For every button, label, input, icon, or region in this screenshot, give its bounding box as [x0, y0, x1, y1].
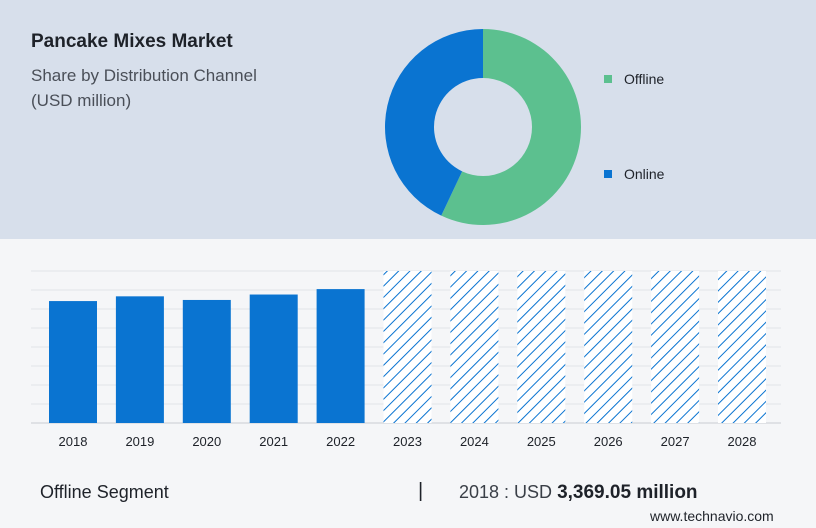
x-tick-label: 2028	[728, 434, 757, 449]
bar-2019	[115, 296, 164, 423]
forecast-bar-2026	[584, 271, 633, 423]
footer-year-label: 2018 : USD	[459, 482, 553, 502]
x-tick-label: 2019	[125, 434, 154, 449]
donut-slice-offline	[441, 29, 581, 225]
bar-chart: 2018 2019 2020 2021 2022 2023 2024 2025 2026 2027…	[0, 239, 816, 464]
footer-value: 3,369.05 million	[557, 482, 698, 503]
footer-separator: |	[418, 480, 424, 502]
bar-2021	[249, 294, 298, 423]
forecast-bar-2025	[517, 271, 566, 423]
donut-chart	[383, 27, 583, 227]
bar-2018	[49, 301, 97, 423]
bar-chart-svg: 2018 2019 2020 2021 2022 2023 2024 2025 2026 2027…	[31, 270, 781, 449]
source-text: www.technavio.com	[650, 508, 774, 524]
legend-swatch-online	[604, 170, 612, 178]
x-tick-label: 2020	[192, 434, 221, 449]
legend-label-offline: Offline	[624, 71, 665, 87]
chart-title: Pancake Mixes Market	[31, 31, 233, 52]
x-tick-label: 2025	[527, 434, 556, 449]
forecast-bar-2024	[450, 271, 499, 423]
x-tick-label: 2027	[661, 434, 690, 449]
bar-2022	[316, 289, 365, 423]
footer-segment: Offline Segment	[40, 482, 169, 502]
x-tick-label: 2021	[259, 434, 288, 449]
x-tick-label: 2026	[594, 434, 623, 449]
unit-line: (USD million)	[31, 91, 132, 110]
chart-subtitle: Share by Distribution Channel (USD milli…	[31, 63, 331, 113]
legend-item-offline: Offline	[604, 71, 664, 87]
forecast-bar-2027	[651, 271, 700, 423]
footer-value-line: 2018 : USD 3,369.05 million	[459, 482, 698, 504]
forecast-bar-2023	[383, 271, 432, 423]
donut-svg	[385, 29, 581, 225]
summary-panel: Pancake Mixes Market Share by Distributi…	[0, 0, 816, 239]
bar-2020	[182, 299, 231, 423]
legend-label-online: Online	[624, 166, 665, 182]
x-tick-label: 2024	[460, 434, 489, 449]
legend-item-online: Online	[604, 166, 664, 182]
x-tick-label: 2018	[59, 434, 88, 449]
legend-swatch-offline	[604, 75, 612, 83]
donut-slice-online	[385, 29, 483, 216]
x-tick-label: 2022	[326, 434, 355, 449]
subtitle-line: Share by Distribution Channel	[31, 66, 257, 85]
forecast-bar-2028	[718, 271, 766, 423]
x-tick-label: 2023	[393, 434, 422, 449]
